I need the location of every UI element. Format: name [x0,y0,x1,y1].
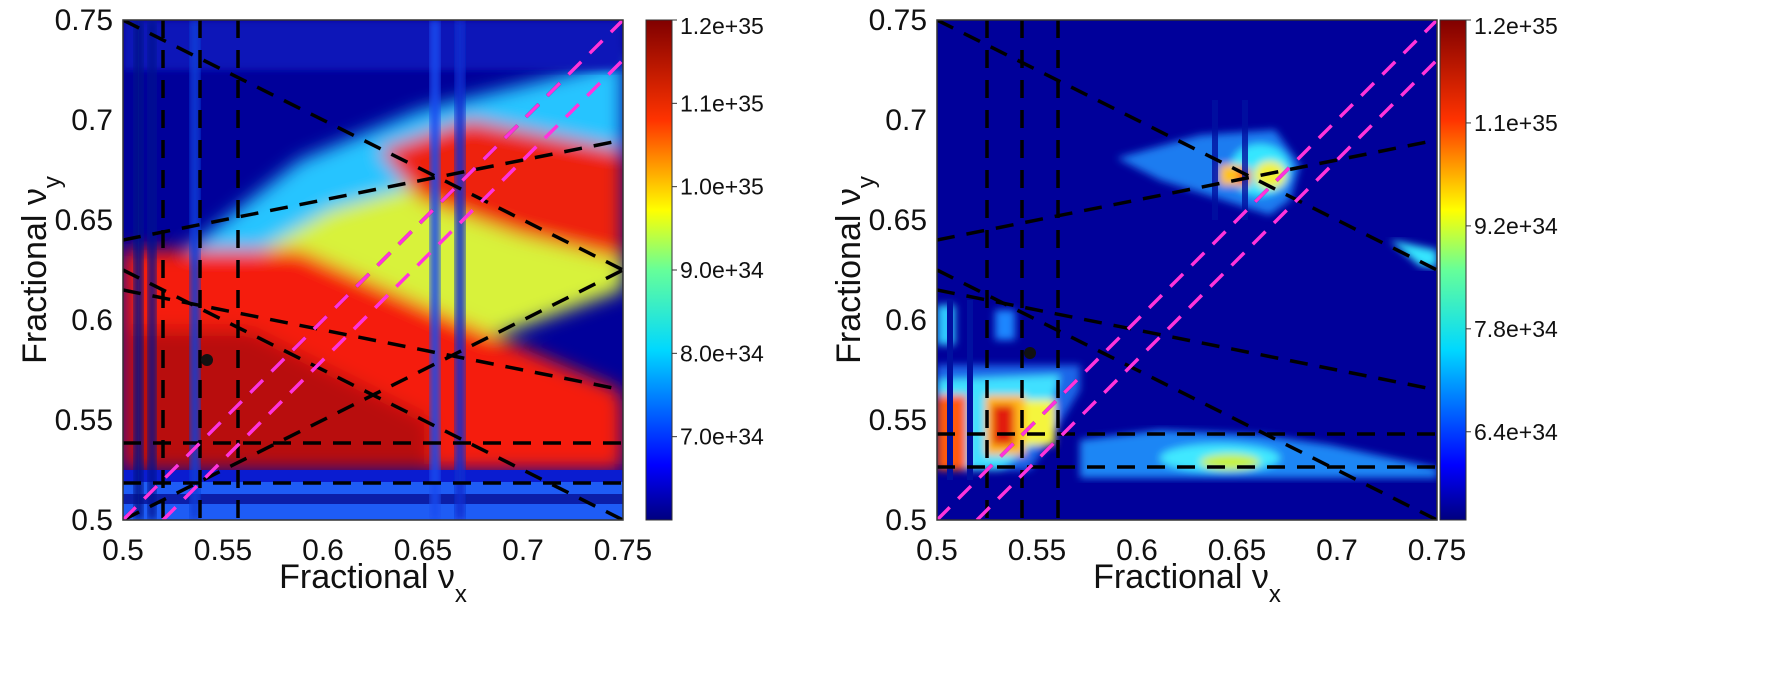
left-colorbar-tick-1: 1.1e+35 [680,90,764,116]
right-x-tick-3: 0.65 [1208,534,1266,567]
right-y-axis-label: Fractional νy [830,176,880,364]
right-x-tick-1: 0.55 [1008,534,1066,567]
left-colorbar [645,19,673,521]
left-colorbar-tick-0: 1.2e+35 [680,13,764,39]
left-colorbar-tick-4: 8.0e+34 [680,340,764,366]
right-y-tick-1: 0.55 [869,404,927,437]
right-y-tick-5: 0.75 [869,4,927,37]
left-x-tick-labels: 0.5 0.55 0.6 0.65 0.7 0.75 [102,534,652,567]
left-x-tick-2: 0.6 [302,534,344,567]
right-x-tick-4: 0.7 [1316,534,1358,567]
left-y-tick-5: 0.75 [55,4,113,37]
left-y-tick-4: 0.7 [71,104,113,137]
right-y-tick-2: 0.6 [885,304,927,337]
left-resonance-lines [123,20,623,520]
left-panel: 1.2e+35 1.1e+35 1.0e+35 9.0e+34 8.0e+34 7.0e+… [16,4,764,608]
right-working-point [1024,347,1036,359]
right-x-tick-labels: 0.5 0.55 0.6 0.65 0.7 0.75 [916,534,1466,567]
left-x-tick-1: 0.55 [194,534,252,567]
left-y-tick-3: 0.65 [55,204,113,237]
right-y-tick-3: 0.65 [869,204,927,237]
right-colorbar-tick-3: 7.8e+34 [1474,316,1558,342]
left-y-tick-0: 0.5 [71,504,113,537]
right-y-tick-labels: 0.5 0.55 0.6 0.65 0.7 0.75 [869,4,927,537]
left-y-tick-2: 0.6 [71,304,113,337]
right-resonance-lines [937,20,1437,520]
left-x-tick-3: 0.65 [394,534,452,567]
left-x-tick-0: 0.5 [102,534,144,567]
left-colorbar-ticks: 1.2e+35 1.1e+35 1.0e+35 9.0e+34 8.0e+34 7.0e+… [672,13,764,450]
left-x-tick-5: 0.75 [594,534,652,567]
left-y-axis-label: Fractional νy [16,176,66,364]
right-x-tick-2: 0.6 [1116,534,1158,567]
right-colorbar [1439,19,1467,521]
left-colorbar-tick-3: 9.0e+34 [680,257,764,283]
left-colorbar-tick-5: 7.0e+34 [680,424,764,450]
left-y-tick-1: 0.55 [55,404,113,437]
right-y-tick-0: 0.5 [885,504,927,537]
right-x-tick-0: 0.5 [916,534,958,567]
right-colorbar-ticks: 1.2e+35 1.1e+35 9.2e+34 7.8e+34 6.4e+34 [1466,13,1558,445]
right-panel: 1.2e+351.1e+359.2e+347.8e+346.4e+34 0.5 0… [830,4,1558,608]
left-x-tick-4: 0.7 [502,534,544,567]
left-heatmap [123,20,623,520]
left-x-axis-label: Fractional νx [279,558,467,608]
right-colorbar-tick-2: 9.2e+34 [1474,213,1558,239]
right-x-axis-label: Fractional νx [1093,558,1281,608]
right-colorbar-tick-0: 1.2e+35 [1474,13,1558,39]
right-colorbar-tick-4: 6.4e+34 [1474,419,1558,445]
left-y-tick-labels: 0.5 0.55 0.6 0.65 0.7 0.75 [55,4,113,537]
left-working-point [201,354,213,366]
right-colorbar-tick-1: 1.1e+35 [1474,110,1558,136]
left-colorbar-tick-2: 1.0e+35 [680,174,764,200]
right-x-tick-5: 0.75 [1408,534,1466,567]
right-y-tick-4: 0.7 [885,104,927,137]
